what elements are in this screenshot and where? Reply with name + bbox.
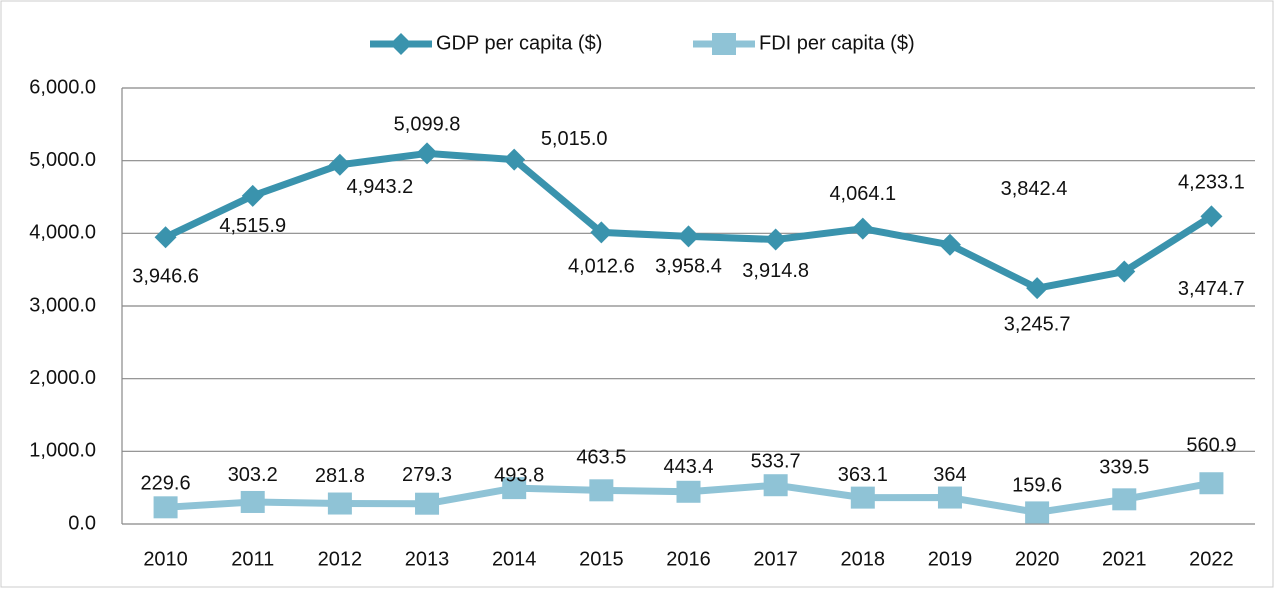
data-label: 364	[933, 464, 966, 486]
data-label: 4,012.6	[568, 256, 635, 278]
marker	[327, 492, 352, 515]
marker	[1112, 488, 1137, 511]
marker	[153, 496, 178, 519]
y-tick-label: 3,000.0	[29, 294, 96, 316]
data-label: 4,515.9	[219, 215, 286, 237]
data-label: 4,233.1	[1178, 172, 1245, 194]
data-label: 3,946.6	[132, 265, 199, 287]
marker	[590, 221, 613, 244]
x-tick-label: 2018	[841, 548, 886, 570]
marker	[503, 148, 526, 171]
x-tick-label: 2016	[666, 548, 711, 570]
data-label: 560.9	[1186, 435, 1236, 457]
data-label: 3,474.7	[1178, 278, 1245, 300]
data-label: 533.7	[751, 450, 801, 472]
marker	[415, 492, 440, 515]
y-tick-label: 0.0	[68, 512, 96, 534]
y-tick-label: 4,000.0	[29, 222, 96, 244]
marker	[937, 486, 962, 509]
marker	[676, 480, 701, 503]
x-tick-label: 2014	[492, 548, 537, 570]
data-label: 5,099.8	[394, 114, 461, 136]
data-label: 3,245.7	[1004, 313, 1071, 335]
marker	[416, 142, 439, 165]
y-tick-label: 2,000.0	[29, 367, 96, 389]
data-label: 3,914.8	[742, 260, 809, 282]
x-tick-label: 2013	[405, 548, 450, 570]
marker	[240, 490, 265, 513]
x-tick-label: 2017	[753, 548, 798, 570]
x-tick-label: 2022	[1189, 548, 1234, 570]
data-label: 303.2	[228, 464, 278, 486]
y-tick-label: 1,000.0	[29, 440, 96, 462]
marker	[589, 479, 614, 502]
data-label: 3,958.4	[655, 256, 722, 278]
data-label: 4,064.1	[829, 183, 896, 205]
marker	[502, 477, 527, 500]
marker	[763, 474, 788, 497]
marker	[154, 226, 177, 249]
marker	[764, 228, 787, 251]
data-label: 443.4	[663, 456, 713, 478]
marker	[1025, 501, 1050, 524]
data-label: 3,842.4	[1001, 178, 1068, 200]
marker	[938, 233, 961, 256]
marker	[1199, 472, 1224, 495]
x-tick-label: 2020	[1015, 548, 1060, 570]
marker	[1200, 205, 1223, 228]
data-label: 463.5	[576, 447, 626, 469]
marker	[850, 486, 875, 509]
data-label: 5,015.0	[541, 128, 608, 150]
data-label: 363.1	[838, 464, 888, 486]
legend-label: GDP per capita ($)	[436, 32, 602, 54]
x-tick-label: 2019	[928, 548, 973, 570]
x-tick-label: 2011	[231, 548, 274, 570]
data-label: 159.6	[1012, 475, 1062, 497]
legend-marker	[712, 33, 736, 55]
x-tick-label: 2021	[1102, 548, 1147, 570]
legend-marker	[390, 33, 412, 55]
marker	[677, 225, 700, 248]
marker	[851, 217, 874, 240]
marker	[241, 184, 264, 207]
data-label: 281.8	[315, 465, 365, 487]
legend-label: FDI per capita ($)	[759, 32, 915, 54]
x-tick-label: 2012	[318, 548, 363, 570]
y-tick-label: 5,000.0	[29, 149, 96, 171]
data-label: 279.3	[402, 464, 452, 486]
x-tick-label: 2015	[579, 548, 624, 570]
data-label: 229.6	[141, 473, 191, 495]
data-label: 4,943.2	[347, 176, 414, 198]
y-tick-label: 6,000.0	[29, 76, 96, 98]
data-label: 493.8	[494, 464, 544, 486]
marker	[1026, 277, 1049, 300]
marker	[1113, 260, 1136, 283]
marker	[328, 153, 351, 176]
data-label: 339.5	[1099, 457, 1149, 479]
x-tick-label: 2010	[143, 548, 188, 570]
